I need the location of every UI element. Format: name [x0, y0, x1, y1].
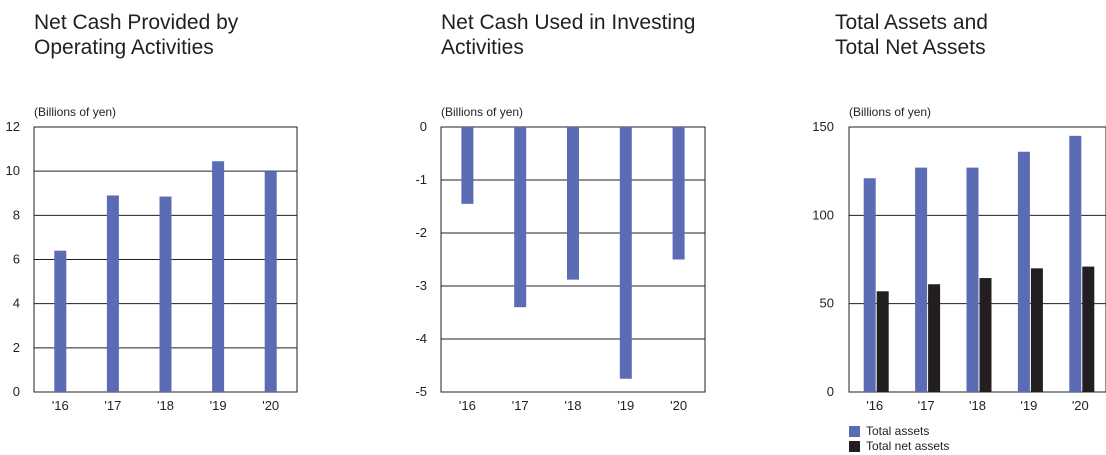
bar-value — [212, 161, 225, 392]
y-tick-label: 12 — [6, 119, 20, 134]
bar-value — [619, 127, 632, 379]
chart-title: Net Cash Provided by Operating Activitie… — [34, 11, 239, 59]
legend-label: Total assets — [866, 424, 930, 438]
legend-item-total-net-assets: Total net assets — [849, 439, 949, 454]
x-tick-label: '19 — [210, 398, 227, 413]
y-tick-label: 0 — [827, 384, 834, 399]
bar-value — [106, 195, 119, 392]
y-tick-label: 6 — [13, 252, 20, 267]
x-tick-label: '16 — [866, 398, 883, 413]
y-tick-label: -1 — [415, 172, 427, 187]
x-tick-label: '18 — [565, 398, 582, 413]
y-tick-label: 8 — [13, 207, 20, 222]
bar-total-net-assets — [1030, 268, 1043, 392]
y-tick-label: 150 — [812, 119, 834, 134]
unit-label: (Billions of yen) — [849, 105, 931, 119]
y-tick-label: -3 — [415, 278, 427, 293]
bar-value — [159, 196, 172, 392]
y-tick-label: -4 — [415, 331, 427, 346]
chart-title: Total Assets and Total Net Assets — [835, 11, 988, 59]
x-tick-label: '20 — [1072, 398, 1089, 413]
x-tick-label: '16 — [52, 398, 69, 413]
bar-value — [514, 127, 527, 308]
x-tick-label: '17 — [918, 398, 935, 413]
x-tick-label: '18 — [157, 398, 174, 413]
bar-total-assets — [915, 167, 928, 392]
bar-total-net-assets — [1082, 266, 1095, 392]
legend-swatch — [849, 426, 860, 437]
y-tick-label: 2 — [13, 340, 20, 355]
y-tick-label: 10 — [6, 163, 20, 178]
y-tick-label: 100 — [812, 207, 834, 222]
bar-total-assets — [966, 167, 979, 392]
bar-total-assets — [1017, 151, 1030, 392]
bar-value — [672, 127, 685, 260]
bar-value — [54, 250, 67, 392]
bar-total-assets — [863, 178, 876, 392]
legend: Total assets Total net assets — [849, 424, 949, 454]
bar-total-net-assets — [876, 291, 889, 392]
bar-value — [567, 127, 579, 280]
x-tick-label: '20 — [670, 398, 687, 413]
y-tick-label: 0 — [13, 384, 20, 399]
x-tick-label: '19 — [1020, 398, 1037, 413]
bar-total-assets — [1069, 135, 1082, 393]
chart-operating-cash: Net Cash Provided by Operating Activitie… — [34, 0, 334, 455]
y-tick-label: 0 — [420, 119, 427, 134]
x-tick-label: '17 — [104, 398, 121, 413]
chart-title: Net Cash Used in Investing Activities — [441, 11, 696, 59]
legend-label: Total net assets — [866, 439, 950, 453]
y-tick-label: 4 — [13, 296, 20, 311]
bar-total-net-assets — [928, 284, 941, 392]
x-tick-label: '16 — [459, 398, 476, 413]
unit-label: (Billions of yen) — [34, 105, 116, 119]
y-tick-label: -2 — [415, 225, 427, 240]
x-tick-label: '18 — [969, 398, 986, 413]
y-tick-label: 50 — [820, 296, 834, 311]
x-tick-label: '17 — [512, 398, 529, 413]
unit-label: (Billions of yen) — [441, 105, 523, 119]
x-tick-label: '20 — [262, 398, 279, 413]
chart-investing-cash: Net Cash Used in Investing Activities — [441, 0, 741, 455]
bar-total-net-assets — [979, 278, 992, 392]
legend-item-total-assets: Total assets — [849, 424, 949, 439]
y-tick-label: -5 — [415, 384, 427, 399]
bar-value — [461, 127, 474, 204]
bar-value — [264, 171, 277, 392]
chart-total-assets: Total Assets and Total Net Assets — [835, 0, 1106, 455]
x-tick-label: '19 — [617, 398, 634, 413]
legend-swatch — [849, 441, 860, 452]
